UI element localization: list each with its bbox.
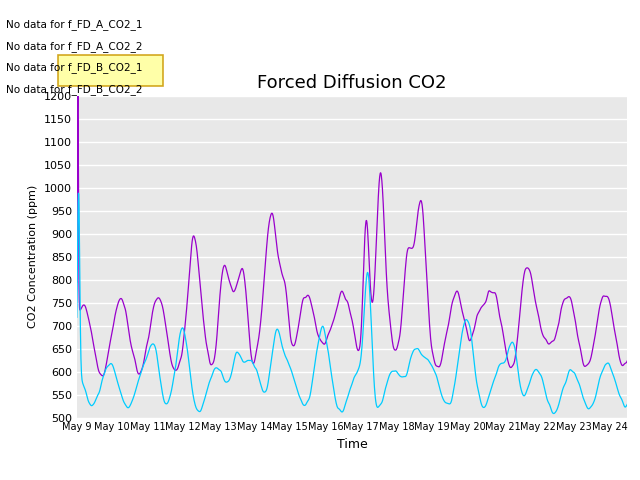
Text: No data for f_FD_A_CO2_1: No data for f_FD_A_CO2_1 bbox=[6, 19, 143, 30]
FD_C_CO2_1 bbox=[99, 373, 106, 379]
Y-axis label: CO2 Concentration (ppm): CO2 Concentration (ppm) bbox=[28, 185, 38, 328]
FD_C_CO2_2 bbox=[75, 191, 83, 196]
FD_C_CO2_1 bbox=[607, 309, 615, 314]
FD_C_CO2_2 bbox=[550, 411, 557, 417]
FD_C_CO2_2 bbox=[73, 314, 81, 320]
FD_C_CO2_2 bbox=[507, 342, 515, 348]
FD_C_CO2_2 bbox=[608, 369, 616, 374]
FD_C_CO2_1 bbox=[102, 366, 109, 372]
FD_C_CO2_1 bbox=[73, 279, 81, 285]
Title: Forced Diffusion CO2: Forced Diffusion CO2 bbox=[257, 73, 447, 92]
FD_C_CO2_1 bbox=[608, 311, 616, 316]
FD_C_CO2_1 bbox=[341, 295, 349, 301]
FD_C_CO2_1 bbox=[326, 327, 334, 333]
FD_C_CO2_2 bbox=[607, 368, 615, 373]
FD_C_CO2_1 bbox=[507, 365, 515, 371]
FD_C_CO2_2 bbox=[326, 362, 334, 368]
FD_C_CO2_1 bbox=[623, 358, 631, 364]
Line: FD_C_CO2_1: FD_C_CO2_1 bbox=[77, 96, 627, 376]
Text: No data for f_FD_B_CO2_1: No data for f_FD_B_CO2_1 bbox=[6, 62, 143, 73]
Text: No data for f_FD_A_CO2_2: No data for f_FD_A_CO2_2 bbox=[6, 41, 143, 52]
FD_C_CO2_2 bbox=[101, 368, 109, 374]
Line: FD_C_CO2_2: FD_C_CO2_2 bbox=[77, 193, 627, 414]
Text: No data for f_FD_B_CO2_2: No data for f_FD_B_CO2_2 bbox=[6, 84, 143, 95]
FD_C_CO2_2 bbox=[623, 402, 631, 408]
FD_C_CO2_2 bbox=[341, 404, 349, 409]
X-axis label: Time: Time bbox=[337, 438, 367, 451]
FD_C_CO2_1 bbox=[74, 93, 82, 99]
